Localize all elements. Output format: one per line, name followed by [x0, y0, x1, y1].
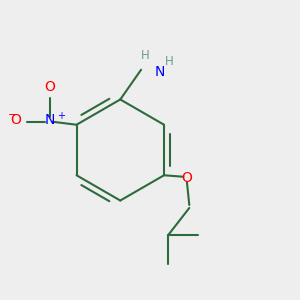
Text: O: O — [11, 113, 22, 127]
Text: H: H — [165, 55, 174, 68]
Text: H: H — [141, 49, 150, 62]
Text: N: N — [154, 65, 165, 79]
Text: N: N — [45, 113, 55, 127]
Text: O: O — [181, 171, 192, 185]
Text: O: O — [44, 80, 55, 94]
Text: −: − — [8, 110, 17, 120]
Text: +: + — [57, 111, 65, 122]
